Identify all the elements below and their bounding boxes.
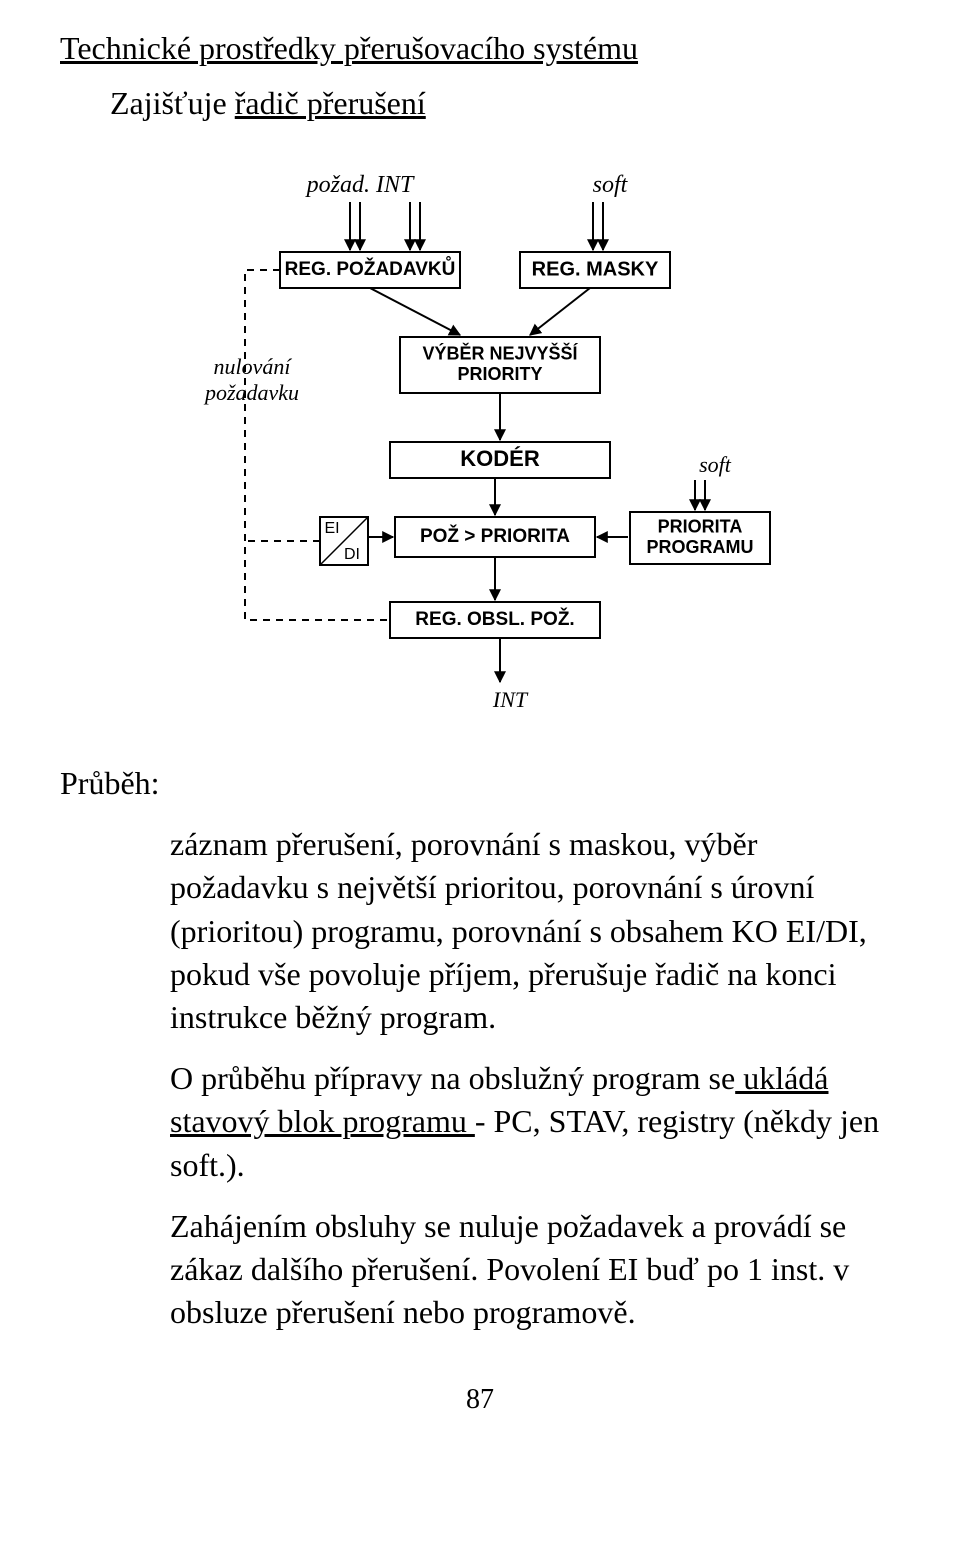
svg-text:REG. MASKY: REG. MASKY xyxy=(532,258,659,280)
svg-text:požadavku: požadavku xyxy=(203,380,299,405)
paragraph-3: Zahájením obsluhy se nuluje požadavek a … xyxy=(170,1205,900,1335)
svg-text:PRIORITA: PRIORITA xyxy=(658,516,743,536)
svg-text:INT: INT xyxy=(492,687,529,712)
svg-text:PRIORITY: PRIORITY xyxy=(457,364,542,384)
paragraph-2: O průběhu přípravy na obslužný program s… xyxy=(170,1057,900,1187)
svg-text:REG. OBSL. POŽ.: REG. OBSL. POŽ. xyxy=(415,608,574,630)
body-text: Průběh: záznam přerušení, porovnání s ma… xyxy=(60,762,900,1334)
page-title: Technické prostředky přerušovacího systé… xyxy=(60,30,900,67)
paragraph-1: záznam přerušení, porovnání s maskou, vý… xyxy=(170,823,900,1039)
interrupt-diagram: REG. POŽADAVKŮREG. MASKYVÝBĚR NEJVYŠŠÍPR… xyxy=(160,152,800,722)
svg-text:PROGRAMU: PROGRAMU xyxy=(647,537,754,557)
svg-text:nulování: nulování xyxy=(214,354,293,379)
subtitle: Zajišťuje řadič přerušení xyxy=(110,85,900,122)
svg-text:požad. INT: požad. INT xyxy=(305,172,415,198)
svg-text:soft: soft xyxy=(699,452,732,477)
svg-text:soft: soft xyxy=(593,172,629,198)
page-number: 87 xyxy=(60,1384,900,1416)
svg-text:DI: DI xyxy=(344,546,360,563)
svg-text:VÝBĚR NEJVYŠŠÍ: VÝBĚR NEJVYŠŠÍ xyxy=(422,342,578,363)
svg-text:EI: EI xyxy=(324,520,339,537)
subtitle-prefix: Zajišťuje xyxy=(110,85,235,121)
svg-text:REG. POŽADAVKŮ: REG. POŽADAVKŮ xyxy=(285,257,456,280)
p2-pre: O průběhu přípravy na obslužný program s… xyxy=(170,1060,735,1096)
svg-text:POŽ > PRIORITA: POŽ > PRIORITA xyxy=(420,525,570,547)
prubeh-label: Průběh: xyxy=(60,762,900,805)
svg-text:KODÉR: KODÉR xyxy=(460,446,540,471)
subtitle-underline: řadič přerušení xyxy=(235,85,426,121)
